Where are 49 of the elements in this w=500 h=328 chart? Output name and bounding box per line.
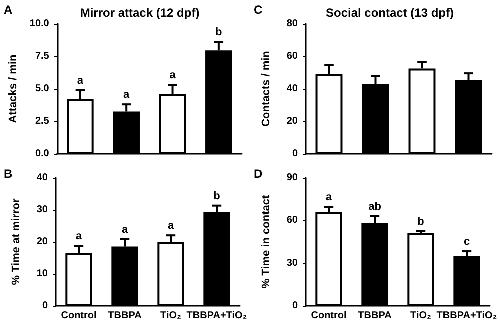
y-tick-label: 20 bbox=[286, 116, 298, 127]
y-tick-label: 0 bbox=[292, 300, 298, 312]
y-axis-title: % Time in contact bbox=[260, 195, 272, 289]
annotation: a bbox=[168, 220, 175, 232]
annotation: ab bbox=[368, 200, 382, 213]
y-tick-label: 0.0 bbox=[35, 148, 50, 160]
y-tick-label: 10.0 bbox=[30, 18, 50, 30]
y-tick-label: 60 bbox=[286, 51, 298, 62]
y-axis-title: Attacks / min bbox=[8, 54, 20, 124]
x-tick-label: TBBPA+TiO₂ bbox=[186, 310, 248, 322]
y-tick-label: 30 bbox=[36, 204, 48, 216]
annotation: a bbox=[124, 89, 131, 102]
annotation: b bbox=[216, 26, 223, 39]
y-tick-label: 2.5 bbox=[35, 116, 50, 127]
y-tick-label: 80 bbox=[286, 18, 298, 30]
x-tick-label: Control bbox=[61, 310, 97, 322]
y-tick-label: 40 bbox=[286, 84, 298, 94]
annotation: c bbox=[464, 236, 470, 248]
y-tick-label: 10 bbox=[36, 268, 48, 280]
y-tick-label: 90 bbox=[286, 172, 298, 184]
x-tick-label: TiO₂ bbox=[410, 310, 432, 322]
x-tick-label: TBBPA bbox=[108, 310, 142, 322]
y-tick-label: 60 bbox=[286, 215, 298, 226]
annotation: b bbox=[214, 190, 221, 202]
y-tick-label: 0 bbox=[42, 300, 48, 312]
y-tick-label: 5.0 bbox=[35, 84, 50, 94]
annotation: a bbox=[77, 74, 84, 87]
y-axis-title: % Time at mirror bbox=[10, 198, 22, 286]
annotation: a bbox=[170, 70, 177, 82]
text: A bbox=[4, 3, 13, 17]
y-tick-label: 30 bbox=[286, 258, 298, 269]
x-tick-label: TBBPA+TiO₂ bbox=[436, 310, 498, 322]
y-tick-label: 40 bbox=[36, 172, 48, 184]
x-tick-label: TiO₂ bbox=[160, 310, 182, 322]
annotation: a bbox=[326, 192, 333, 204]
text: B bbox=[4, 167, 13, 181]
y-tick-label: 20 bbox=[36, 236, 48, 248]
y-tick-label: 7.5 bbox=[35, 51, 50, 62]
x-tick-label: TBBPA bbox=[358, 310, 392, 322]
x-tick-label: Control bbox=[311, 310, 347, 322]
y-axis-title: Contacts / min bbox=[260, 50, 272, 127]
y-tick-label: 0 bbox=[292, 148, 298, 160]
annotation: a bbox=[76, 230, 83, 243]
text: D bbox=[254, 167, 263, 181]
chart-title: Social contact (13 dpf) bbox=[326, 6, 454, 20]
text: C bbox=[254, 3, 263, 17]
annotation: a bbox=[122, 224, 129, 236]
annotation: b bbox=[418, 216, 425, 228]
chart-title: Mirror attack (12 dpf) bbox=[80, 6, 200, 20]
